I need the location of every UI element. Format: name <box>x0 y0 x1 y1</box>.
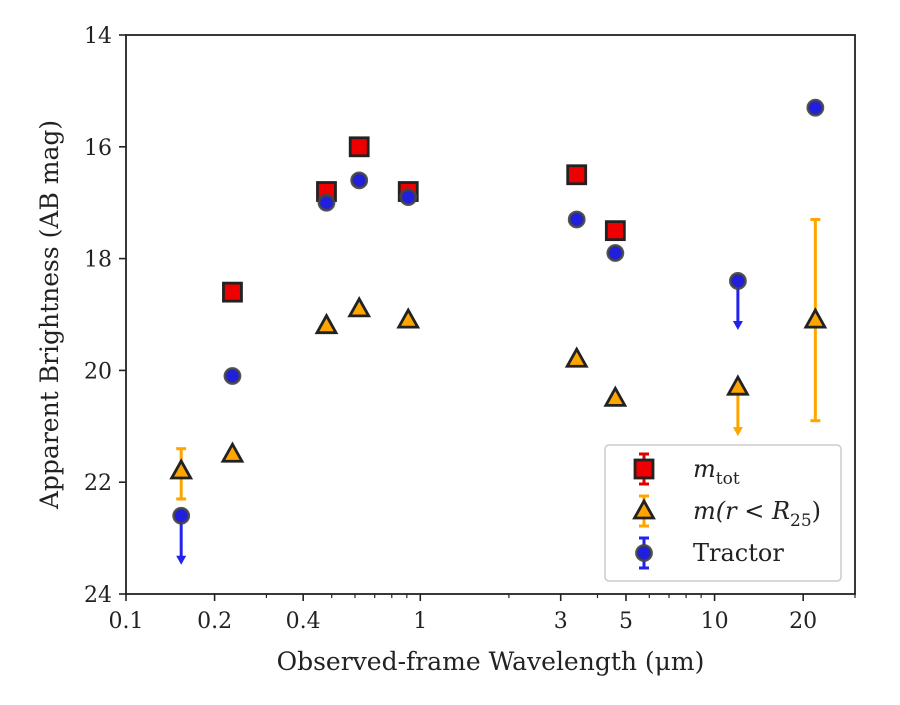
legend-marker-m_tot <box>633 458 655 480</box>
x-tick-label: 1 <box>413 609 427 634</box>
m_tot-point <box>222 281 243 303</box>
legend-marker-tractor <box>635 544 653 562</box>
tractor-point <box>728 272 747 290</box>
data-marks <box>169 98 828 565</box>
m_r25-point <box>726 374 750 396</box>
legend-box <box>604 444 842 582</box>
legend-label-main: m(r < R <box>693 497 790 525</box>
y-tick-label: 24 <box>84 583 112 608</box>
x-tick-label: 0.1 <box>109 609 144 634</box>
m_r25-point <box>347 296 372 318</box>
tractor-point <box>350 171 369 190</box>
legend-label-m_tot: mtot <box>693 455 740 489</box>
x-axis-label: Observed-frame Wavelength (μm) <box>277 647 705 676</box>
m_tot-point <box>348 136 370 158</box>
series-m_tot <box>222 136 626 303</box>
x-tick-label: 0.4 <box>286 609 321 634</box>
legend-label-tractor: Tractor <box>693 539 784 567</box>
tractor-point <box>606 244 625 262</box>
x-tick-label: 0.2 <box>197 609 232 634</box>
legend: mtot m(r < R25) Tractor <box>604 444 842 582</box>
m_r25-point <box>603 385 628 407</box>
tractor-point <box>567 210 586 229</box>
x-axis: 0.1 0.2 0.4 1 3 5 10 20 <box>109 594 856 634</box>
y-tick-label: 16 <box>84 136 112 161</box>
legend-marker-m_r25 <box>632 498 656 520</box>
m_r25-point <box>564 346 589 368</box>
x-tick-label: 20 <box>789 609 817 634</box>
legend-item-tractor: Tractor <box>635 536 784 570</box>
y-tick-label: 22 <box>84 471 112 496</box>
y-axis: 14 16 18 20 22 24 <box>84 24 126 608</box>
tractor-point <box>223 367 242 385</box>
tractor-limit-arrow-head <box>176 555 187 565</box>
tractor-point <box>172 506 191 525</box>
m_r25-point <box>220 441 245 463</box>
x-tick-label: 5 <box>619 609 633 634</box>
m_r25-point <box>803 307 828 329</box>
series-m_r25 <box>169 217 828 501</box>
legend-label-main: Tractor <box>693 539 784 567</box>
y-axis-label: Apparent Brightness (AB mag) <box>35 120 64 510</box>
legend-label-subscript: tot <box>716 469 740 489</box>
legend-label-subscript: 25 <box>790 511 812 531</box>
m_r25-point <box>396 307 421 329</box>
m_tot-point <box>566 164 588 186</box>
x-tick-label: 10 <box>701 609 729 634</box>
series-tractor <box>172 98 825 565</box>
tractor-point <box>399 188 418 207</box>
m_r25-point <box>169 458 194 480</box>
y-tick-label: 18 <box>84 248 112 273</box>
tractor-limit-arrow-head <box>732 320 743 330</box>
plot-frame <box>125 34 856 595</box>
x-tick-label: 3 <box>554 609 568 634</box>
tractor-point <box>806 98 825 117</box>
m_tot-point <box>604 220 626 242</box>
legend-label-suffix: ) <box>812 497 821 525</box>
legend-item-m_r25: m(r < R25) <box>632 494 821 531</box>
tractor-point <box>317 193 336 212</box>
y-tick-label: 14 <box>84 24 112 49</box>
legend-label-m_r25: m(r < R25) <box>693 497 821 531</box>
y-tick-label: 20 <box>84 359 112 384</box>
m_r25-limit-arrow-head <box>732 427 743 437</box>
legend-item-m_tot: mtot <box>633 452 740 489</box>
m_r25-point <box>314 312 339 335</box>
legend-label-main: m <box>693 455 716 483</box>
